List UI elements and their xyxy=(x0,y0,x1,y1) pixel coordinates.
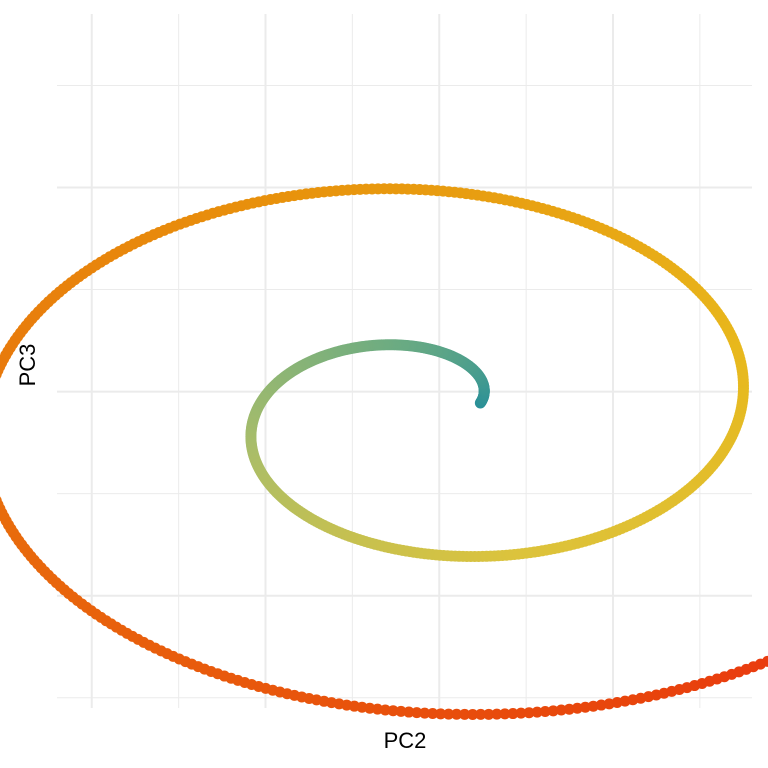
data-point xyxy=(411,707,423,719)
data-point xyxy=(547,705,559,717)
y-axis-title: PC3 xyxy=(15,344,40,387)
data-point xyxy=(467,708,479,720)
data-point xyxy=(531,706,543,718)
data-point xyxy=(443,708,455,720)
data-point xyxy=(0,370,2,379)
data-point xyxy=(427,707,439,719)
grid xyxy=(57,14,752,708)
data-point xyxy=(403,706,415,718)
data-point xyxy=(483,708,495,720)
data-point xyxy=(515,707,527,719)
data-point xyxy=(761,655,768,667)
data-point xyxy=(475,708,487,720)
data-point xyxy=(563,703,575,715)
data-point xyxy=(459,708,471,720)
data-point xyxy=(491,708,503,720)
data-point xyxy=(435,708,447,720)
data-points xyxy=(0,183,768,720)
data-point xyxy=(571,702,583,714)
data-point xyxy=(395,705,407,717)
x-axis-title: PC2 xyxy=(384,728,427,753)
data-point xyxy=(451,708,463,720)
data-point xyxy=(555,704,567,716)
data-point xyxy=(539,706,551,718)
data-point xyxy=(499,708,511,720)
data-point xyxy=(507,708,519,720)
data-point xyxy=(523,707,535,719)
data-point xyxy=(419,707,431,719)
